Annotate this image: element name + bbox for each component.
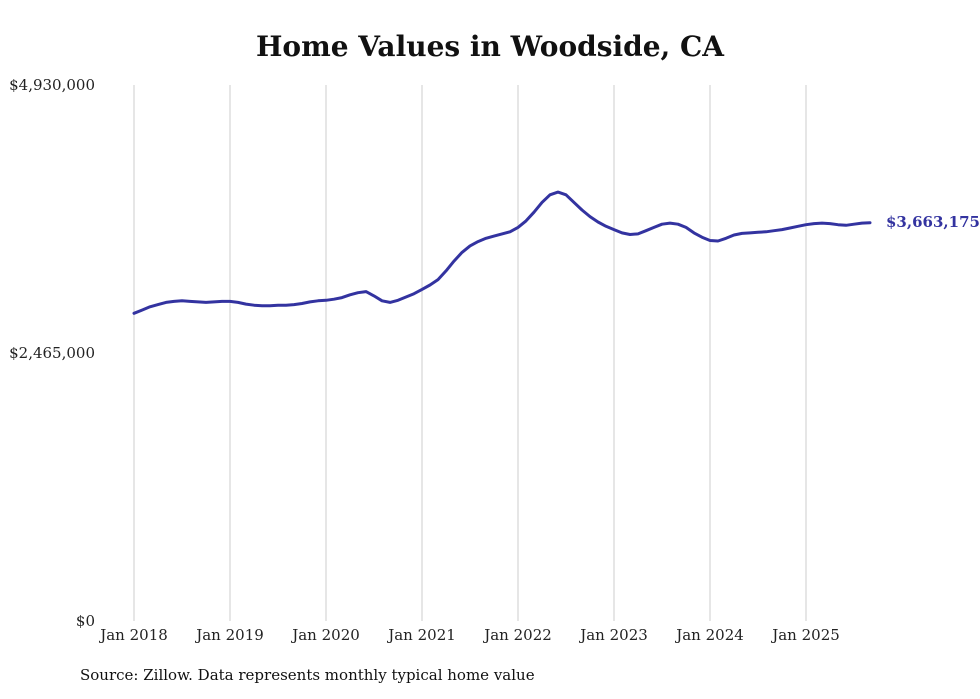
x-tick-label: Jan 2018 — [100, 626, 168, 644]
home-value-line — [132, 190, 872, 315]
x-tick-label: Jan 2023 — [580, 626, 648, 644]
x-tick-label: Jan 2022 — [484, 626, 552, 644]
x-tick-label: Jan 2021 — [388, 626, 456, 644]
x-tick-label: Jan 2020 — [292, 626, 360, 644]
y-tick-label: $2,465,000 — [9, 344, 95, 362]
x-tick-label: Jan 2024 — [676, 626, 744, 644]
x-tick-label: Jan 2019 — [196, 626, 264, 644]
y-tick-label: $0 — [75, 612, 95, 630]
latest-value-label: $3,663,175 — [886, 212, 980, 231]
chart-title: Home Values in Woodside, CA — [255, 30, 725, 63]
x-tick-label: Jan 2025 — [772, 626, 840, 644]
source-note: Source: Zillow. Data represents monthly … — [80, 666, 535, 684]
y-tick-label: $4,930,000 — [9, 76, 95, 94]
